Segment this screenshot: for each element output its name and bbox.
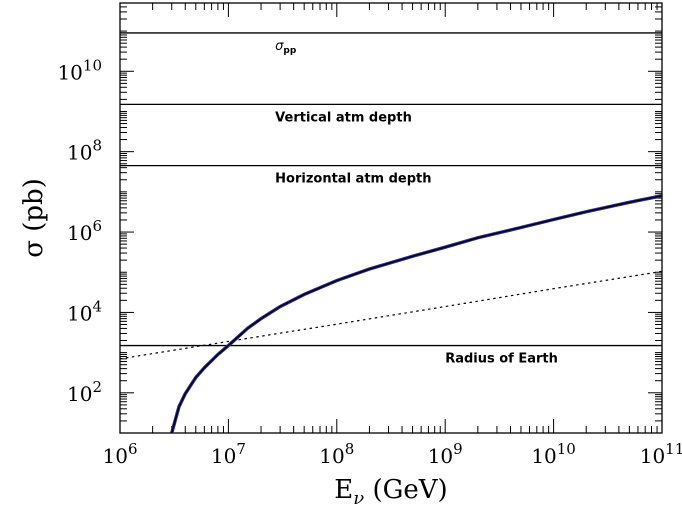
y-tick-label: 106	[67, 217, 102, 245]
data-series	[120, 194, 662, 433]
series-line-solid-blue	[170, 194, 662, 433]
y-tick-label: 102	[67, 378, 102, 406]
tick-labels: 106 107 108 109 1010 1011 102 104 106 108 1010	[57, 56, 682, 468]
axis-titles: Eν (GeV) σ (pb)	[19, 178, 448, 508]
x-tick-label: 1010	[531, 440, 576, 468]
x-tick-label: 1011	[640, 440, 682, 468]
reference-line-label: Horizontal atm depth	[275, 172, 431, 187]
y-tick-label: 108	[67, 137, 102, 165]
x-axis-title: Eν (GeV)	[334, 475, 447, 508]
plot-frame	[119, 2, 663, 434]
y-tick-label: 104	[67, 297, 102, 325]
y-tick-label: 1010	[57, 56, 102, 84]
reference-line-label: Radius of Earth	[445, 352, 558, 367]
reference-line-label: Vertical atm depth	[275, 110, 412, 125]
x-tick-label: 109	[428, 440, 463, 468]
x-tick-label: 108	[319, 440, 354, 468]
x-tick-label: 107	[211, 440, 246, 468]
series-line-solid-black	[171, 195, 662, 433]
series-line-dotted	[120, 270, 662, 360]
axis-ticks	[119, 2, 663, 434]
y-axis-title: σ (pb)	[19, 178, 49, 258]
reference-lines: σpp Vertical atm depth Horizontal atm dept…	[120, 32, 662, 367]
reference-line-label: σpp	[275, 39, 297, 56]
x-tick-label: 106	[103, 440, 138, 468]
